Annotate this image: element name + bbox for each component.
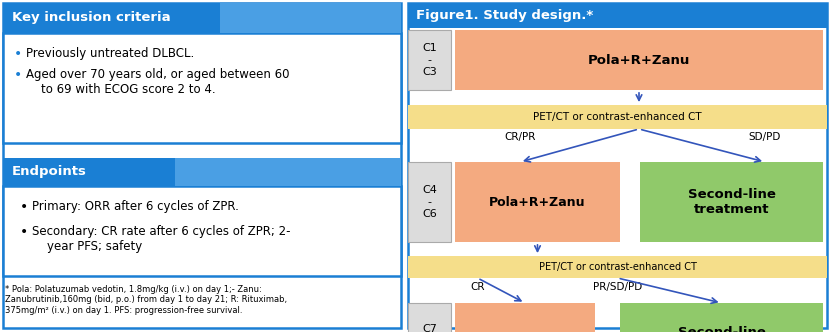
Text: C7
-
C12: C7 - C12: [418, 324, 441, 332]
Text: PET/CT or contrast-enhanced CT: PET/CT or contrast-enhanced CT: [533, 112, 702, 122]
Bar: [220, 3, 401, 33]
Text: •: •: [20, 225, 28, 239]
Bar: [408, 3, 827, 328]
Bar: [408, 3, 827, 28]
Text: C4
-
C6: C4 - C6: [422, 185, 437, 218]
Bar: [408, 105, 827, 129]
Text: Endpoints: Endpoints: [12, 165, 87, 179]
Bar: [455, 30, 823, 90]
Bar: [3, 3, 401, 328]
Text: Pola+R+Zanu: Pola+R+Zanu: [489, 196, 586, 208]
Text: Primary: ORR after 6 cycles of ZPR.: Primary: ORR after 6 cycles of ZPR.: [32, 200, 239, 213]
Text: CR: CR: [471, 282, 485, 292]
Text: Pola+R+Zanu: Pola+R+Zanu: [588, 53, 691, 66]
Text: •: •: [14, 47, 22, 61]
Bar: [3, 158, 401, 186]
Bar: [455, 303, 595, 332]
Bar: [408, 162, 451, 242]
Bar: [3, 33, 401, 143]
Text: SD/PD: SD/PD: [749, 132, 781, 142]
Bar: [3, 3, 401, 33]
Text: PET/CT or contrast-enhanced CT: PET/CT or contrast-enhanced CT: [539, 262, 696, 272]
Bar: [408, 30, 451, 90]
Text: PR/SD/PD: PR/SD/PD: [593, 282, 642, 292]
Text: C1
-
C3: C1 - C3: [422, 43, 437, 77]
Text: Secondary: CR rate after 6 cycles of ZPR; 2-
    year PFS; safety: Secondary: CR rate after 6 cycles of ZPR…: [32, 225, 290, 253]
Bar: [620, 303, 823, 332]
Text: Aged over 70 years old, or aged between 60
    to 69 with ECOG score 2 to 4.: Aged over 70 years old, or aged between …: [26, 68, 290, 96]
Text: CR/PR: CR/PR: [505, 132, 535, 142]
Bar: [408, 303, 451, 332]
Bar: [408, 256, 827, 278]
Text: * Pola: Polatuzumab vedotin, 1.8mg/kg (i.v.) on day 1;- Zanu:
Zanubrutinib,160mg: * Pola: Polatuzumab vedotin, 1.8mg/kg (i…: [5, 285, 287, 315]
Text: Second-line
treatment: Second-line treatment: [677, 326, 765, 332]
Text: •: •: [14, 68, 22, 82]
Text: Figure1. Study design.*: Figure1. Study design.*: [416, 9, 593, 22]
Bar: [640, 162, 823, 242]
Text: Key inclusion criteria: Key inclusion criteria: [12, 12, 171, 25]
Text: Second-line
treatment: Second-line treatment: [687, 188, 775, 216]
Text: •: •: [20, 200, 28, 214]
Bar: [3, 186, 401, 276]
Bar: [455, 162, 620, 242]
Bar: [175, 158, 401, 186]
Text: Previously untreated DLBCL.: Previously untreated DLBCL.: [26, 47, 194, 60]
